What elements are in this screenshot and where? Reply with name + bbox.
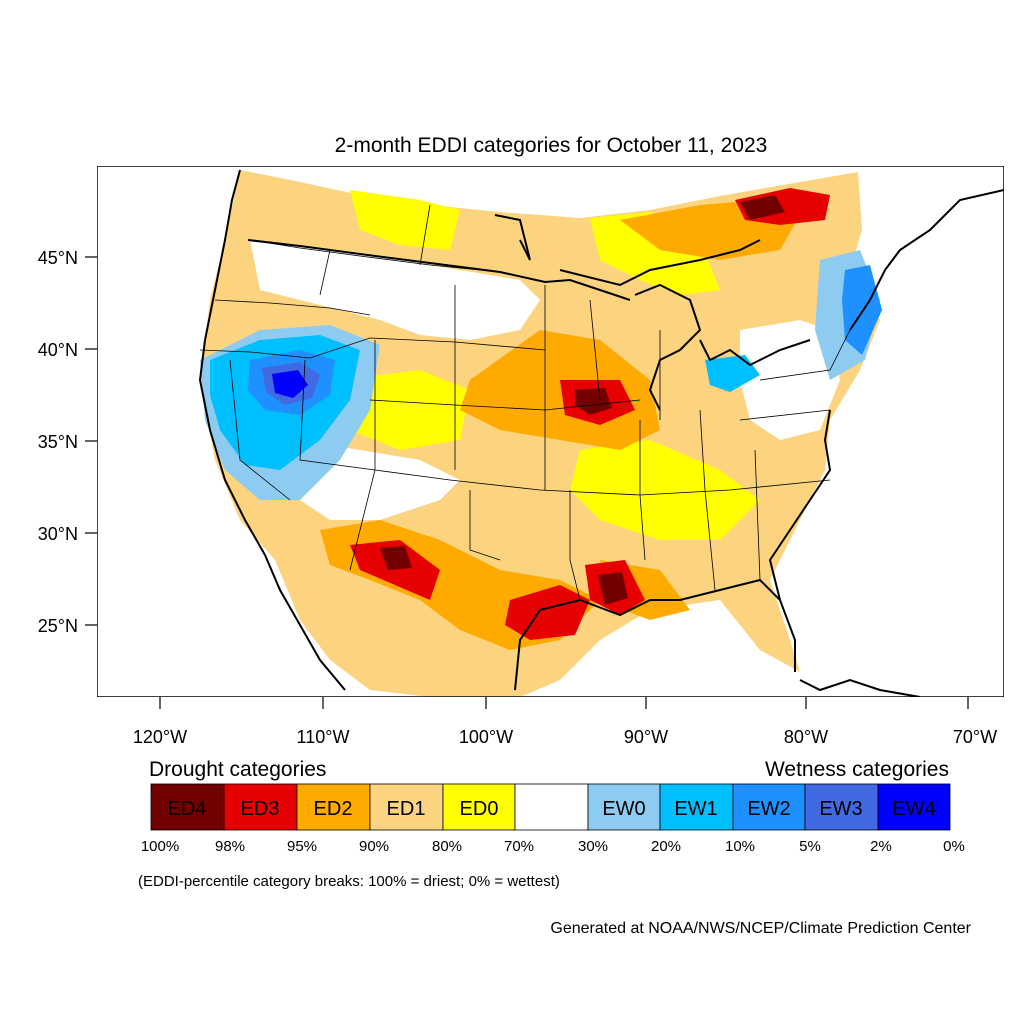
legend-breaks: 100% 98% 95% 90% 80% 70% 30% 20% 10% 5% …: [141, 838, 965, 855]
legend-label-ew2: EW2: [747, 798, 790, 820]
break-label: 30%: [578, 838, 608, 855]
latitude-axis: 45°N 40°N 35°N 30°N 25°N: [38, 248, 97, 636]
break-label: 98%: [215, 838, 245, 855]
wetness-categories-title: Wetness categories: [765, 758, 949, 781]
normal-northern-plains: [250, 240, 540, 340]
state-boundaries: [199, 204, 851, 601]
coastlines: [198, 169, 1004, 697]
credit-line: Generated at NOAA/NWS/NCEP/Climate Predi…: [550, 920, 971, 937]
legend-label-ew3: EW3: [819, 798, 862, 820]
ed0-northern-rockies: [350, 190, 460, 250]
legend-swatch-ew1: [659, 783, 734, 831]
ew4-core: [272, 370, 308, 398]
legend-note: (EDDI-percentile category breaks: 100% =…: [138, 873, 560, 890]
ed3-southeast-texas: [505, 585, 590, 640]
lat-label-40n: 40°N: [38, 340, 78, 360]
break-label: 90%: [359, 838, 389, 855]
ed3-new-mexico: [350, 540, 440, 600]
map-title: 2-month EDDI categories for October 11, …: [335, 134, 768, 157]
legend-swatch-ed2: [296, 783, 371, 831]
ed0-southeast: [570, 440, 760, 540]
legend-swatch-ew2: [732, 783, 806, 831]
lat-label-35n: 35°N: [38, 432, 78, 452]
break-label: 80%: [432, 838, 462, 855]
longitude-axis: 120°W 110°W 100°W 90°W 80°W 70°W: [133, 697, 997, 747]
ed4-iowa: [575, 388, 612, 415]
legend-label-ew4: EW4: [892, 798, 935, 820]
ed4-quebec: [740, 195, 785, 220]
lon-label-110w: 110°W: [297, 727, 350, 747]
legend-swatch-ew3: [804, 783, 879, 831]
lon-label-100w: 100°W: [459, 727, 513, 747]
map-panel: [97, 166, 1004, 697]
legend-label-ed1: ED1: [387, 798, 426, 820]
ew1-michigan: [705, 355, 760, 392]
legend-colorbar: ED4 ED3 ED2 ED1 ED0 EW0 EW1 EW2 EW3 EW4: [150, 783, 951, 831]
lon-label-70w: 70°W: [953, 727, 997, 747]
break-label: 20%: [651, 838, 681, 855]
lon-label-80w: 80°W: [784, 727, 828, 747]
lat-label-45n: 45°N: [38, 248, 78, 268]
ew2-new-england: [842, 265, 882, 355]
lon-label-120w: 120°W: [133, 727, 187, 747]
drought-categories-title: Drought categories: [149, 758, 326, 781]
legend-swatch-ew4: [877, 783, 951, 831]
ed0-great-lakes-north: [590, 212, 720, 295]
legend-swatch-ed1: [369, 783, 444, 831]
legend-swatch-ew0: [587, 783, 661, 831]
legend-swatch-ed3: [223, 783, 298, 831]
break-label: 95%: [287, 838, 317, 855]
break-label: 2%: [870, 838, 892, 855]
break-label: 10%: [725, 838, 755, 855]
lon-label-90w: 90°W: [624, 727, 668, 747]
break-label: 70%: [504, 838, 534, 855]
legend-label-ed3: ED3: [241, 798, 280, 820]
legend-swatch-ed4: [150, 783, 225, 831]
legend-label-ed0: ED0: [460, 798, 499, 820]
lat-label-25n: 25°N: [38, 616, 78, 636]
break-label: 5%: [799, 838, 821, 855]
legend-label-ed2: ED2: [314, 798, 353, 820]
legend-swatch-normal: [514, 783, 589, 831]
ed4-louisiana: [598, 572, 628, 605]
break-label: 100%: [141, 838, 179, 855]
legend-label-ew1: EW1: [674, 798, 717, 820]
lat-label-30n: 30°N: [38, 524, 78, 544]
legend-label-ew0: EW0: [602, 798, 645, 820]
ed4-new-mexico: [380, 546, 412, 570]
legend-label-ed4: ED4: [168, 798, 207, 820]
normal-northeast: [740, 320, 840, 440]
legend-swatch-ed0: [442, 783, 516, 831]
break-label: 0%: [943, 838, 965, 855]
